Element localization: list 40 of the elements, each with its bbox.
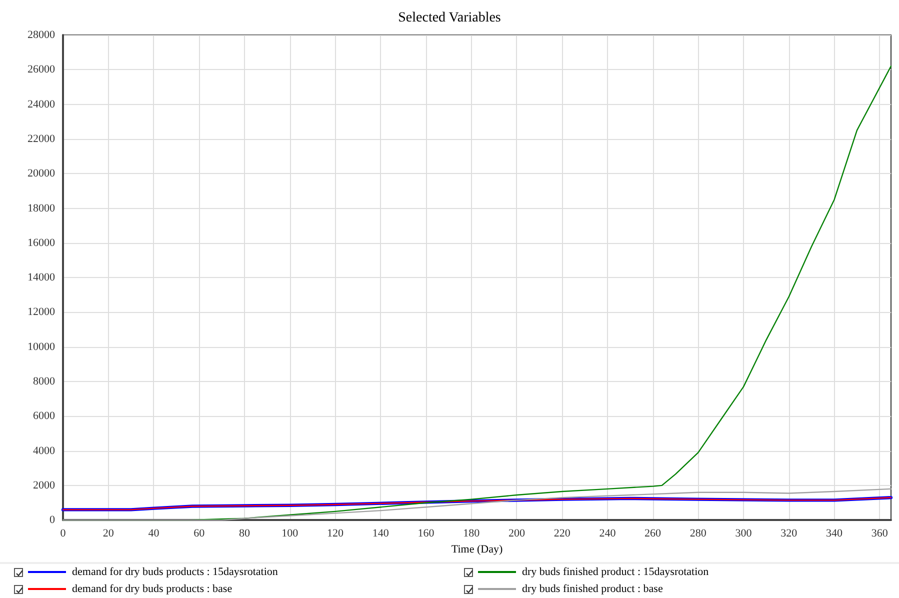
x-tick-label: 0 [60, 528, 66, 540]
x-tick-label: 80 [238, 528, 250, 540]
legend-label: demand for dry buds products : 15daysrotation [72, 566, 278, 578]
x-tick-label: 60 [194, 528, 206, 540]
x-tick-label: 360 [871, 528, 888, 540]
x-axis-title: Time (Day) [451, 544, 503, 556]
chart-title: Selected Variables [398, 10, 501, 26]
x-tick-label: 100 [282, 528, 299, 540]
y-tick-label: 24000 [28, 98, 56, 110]
x-tick-label: 300 [735, 528, 752, 540]
y-tick-label: 28000 [28, 29, 56, 41]
x-tick-label: 200 [508, 528, 526, 540]
y-tick-label: 12000 [28, 306, 56, 318]
y-tick-label: 20000 [28, 168, 56, 180]
x-tick-label: 320 [780, 528, 798, 540]
legend-label: demand for dry buds products : base [72, 583, 232, 595]
y-tick-label: 18000 [28, 202, 56, 214]
x-tick-label: 140 [372, 528, 390, 540]
y-tick-label: 8000 [33, 376, 56, 388]
y-tick-label: 2000 [33, 479, 56, 492]
y-tick-label: 22000 [28, 132, 56, 145]
y-tick-label: 14000 [28, 272, 56, 284]
x-tick-label: 160 [418, 528, 435, 540]
legend-label: dry buds finished product : base [522, 583, 663, 595]
y-tick-label: 26000 [28, 64, 56, 76]
legend-label: dry buds finished product : 15daysrotation [522, 566, 709, 578]
x-tick-label: 120 [326, 528, 344, 540]
x-tick-label: 340 [826, 528, 844, 540]
x-tick-label: 240 [599, 528, 616, 540]
x-tick-label: 40 [148, 528, 160, 540]
y-tick-label: 6000 [33, 410, 56, 422]
y-tick-label: 4000 [33, 444, 56, 457]
x-tick-label: 280 [690, 528, 707, 540]
y-tick-label: 0 [50, 514, 56, 526]
y-tick-label: 16000 [28, 236, 56, 249]
y-tick-label: 10000 [28, 340, 56, 353]
x-tick-label: 260 [644, 528, 662, 540]
x-tick-label: 220 [554, 528, 571, 540]
x-tick-label: 180 [463, 528, 480, 540]
x-tick-label: 20 [102, 528, 114, 540]
